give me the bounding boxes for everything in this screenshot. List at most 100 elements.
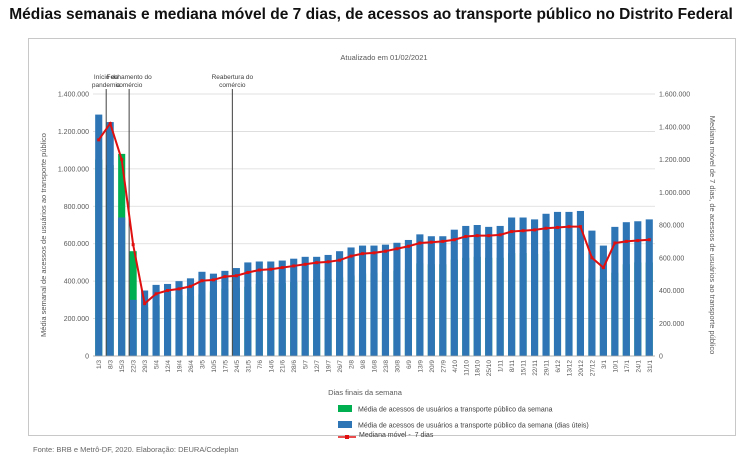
legend: Média de acessos de usuários a transport… bbox=[338, 405, 589, 430]
x-tick-12-7: 12/7 bbox=[314, 360, 321, 373]
y-tick-right-0: 0 bbox=[659, 354, 663, 361]
x-tick-19-4: 19/4 bbox=[177, 360, 184, 373]
x-tick-29-11: 29/11 bbox=[544, 360, 551, 376]
x-tick-30-8: 30/8 bbox=[394, 360, 401, 373]
y-tick-right-1: 200.000 bbox=[659, 321, 684, 328]
x-tick-3-5: 3/5 bbox=[199, 360, 206, 369]
legend-label-weekly-mean: Média de acessos de usuários a transport… bbox=[358, 407, 553, 414]
x-tick-31-5: 31/5 bbox=[245, 360, 252, 373]
x-tick-19-7: 19/7 bbox=[326, 360, 333, 373]
bar-weekday-mean-17-1 bbox=[622, 222, 630, 356]
x-tick-5-7: 5/7 bbox=[303, 360, 310, 369]
bar-weekday-mean-27-12 bbox=[588, 230, 596, 356]
bar-weekday-mean-2-8 bbox=[347, 247, 355, 356]
median-point-4-10 bbox=[452, 238, 456, 242]
bar-weekday-mean-29-11 bbox=[542, 213, 550, 356]
bar-weekday-mean-6-12 bbox=[553, 211, 562, 356]
bar-weekday-mean-3-5 bbox=[198, 271, 206, 356]
bar-weekday-mean-22-11 bbox=[531, 219, 539, 356]
x-tick-22-3: 22/3 bbox=[131, 360, 138, 373]
bar-weekday-mean-31-5 bbox=[244, 262, 252, 356]
median-point-17-1 bbox=[624, 239, 628, 243]
x-tick-16-8: 16/8 bbox=[372, 360, 379, 373]
median-point-8-11 bbox=[510, 230, 514, 234]
x-tick-12-4: 12/4 bbox=[165, 360, 172, 373]
median-point-10-1 bbox=[613, 241, 617, 245]
bar-weekday-mean-4-10 bbox=[450, 229, 458, 356]
bar-weekday-mean-7-6 bbox=[255, 261, 263, 356]
bar-weekday-mean-10-5 bbox=[209, 273, 217, 356]
legend-swatch-median bbox=[338, 435, 356, 439]
source-note: Fonte: BRB e Metrô-DF, 2020. Elaboração:… bbox=[33, 445, 239, 454]
x-tick-10-5: 10/5 bbox=[211, 360, 218, 373]
median-point-29-11 bbox=[544, 226, 548, 230]
event-label-1: Fechamento do comércio bbox=[107, 74, 153, 89]
median-point-12-4 bbox=[166, 289, 170, 292]
median-point-17-5 bbox=[223, 275, 227, 279]
x-axis-title: Dias finais da semana bbox=[328, 388, 403, 397]
x-tick-28-6: 28/6 bbox=[291, 360, 298, 373]
x-tick-25-10: 25/10 bbox=[486, 360, 493, 377]
x-tick-21-6: 21/6 bbox=[280, 360, 287, 373]
median-point-22-11 bbox=[533, 228, 537, 232]
bar-weekday-mean-10-1 bbox=[611, 226, 619, 356]
x-tick-27-9: 27/9 bbox=[440, 360, 447, 373]
median-point-8-3 bbox=[108, 121, 112, 125]
y-tick-left-7: 1.400.000 bbox=[58, 92, 89, 99]
bar-weekday-mean-24-5 bbox=[232, 268, 240, 356]
y-tick-left-1: 200.000 bbox=[64, 316, 89, 323]
x-tick-10-1: 10/1 bbox=[612, 360, 619, 373]
event-label-2: Reabertura do comércio bbox=[212, 74, 254, 89]
y-tick-right-5: 1.000.000 bbox=[659, 190, 690, 197]
x-tick-9-8: 9/8 bbox=[360, 360, 367, 369]
median-point-13-12 bbox=[567, 225, 571, 229]
median-point-20-12 bbox=[578, 225, 582, 229]
median-point-29-3 bbox=[143, 302, 147, 306]
y-tick-left-5: 1.000.000 bbox=[58, 166, 89, 173]
median-point-23-8 bbox=[383, 249, 387, 253]
median-point-24-1 bbox=[636, 239, 640, 243]
chart-subtitle: Atualizado em 01/02/2021 bbox=[340, 53, 427, 62]
bar-weekday-mean-14-6 bbox=[267, 261, 275, 356]
bars-layer bbox=[95, 114, 653, 356]
x-tick-5-4: 5/4 bbox=[154, 360, 161, 369]
bar-weekday-mean-24-1 bbox=[634, 221, 642, 356]
median-point-15-3 bbox=[120, 158, 124, 161]
x-tick-18-10: 18/10 bbox=[475, 360, 482, 377]
chart: Atualizado em 01/02/2021 Dias finais da … bbox=[39, 53, 717, 430]
x-tick-24-1: 24/1 bbox=[635, 360, 642, 373]
median-point-26-4 bbox=[188, 284, 192, 288]
median-point-21-6 bbox=[280, 266, 284, 270]
bar-weekday-mean-20-12 bbox=[576, 210, 585, 356]
x-tick-15-3: 15/3 bbox=[119, 360, 126, 373]
x-tick-13-12: 13/12 bbox=[566, 360, 573, 377]
bar-weekday-mean-30-8 bbox=[393, 242, 401, 356]
page-title: Médias semanais e mediana móvel de 7 dia… bbox=[9, 6, 733, 23]
x-tick-1-3: 1/3 bbox=[96, 360, 103, 369]
median-point-27-9 bbox=[441, 239, 445, 243]
bar-weekday-mean-5-4 bbox=[152, 284, 160, 356]
x-tick-14-6: 14/6 bbox=[268, 360, 275, 373]
median-point-14-6 bbox=[269, 267, 273, 271]
median-point-7-6 bbox=[257, 268, 261, 272]
median-point-1-3 bbox=[97, 138, 101, 142]
median-point-19-7 bbox=[326, 260, 330, 264]
median-point-16-8 bbox=[372, 251, 376, 255]
median-point-25-10 bbox=[487, 234, 491, 238]
y-tick-left-3: 600.000 bbox=[64, 241, 89, 248]
y-tick-left-2: 400.000 bbox=[64, 279, 89, 286]
x-tick-20-12: 20/12 bbox=[578, 360, 585, 377]
median-point-18-10 bbox=[475, 234, 479, 238]
median-point-15-11 bbox=[521, 229, 525, 233]
bar-weekday-mean-16-8 bbox=[370, 245, 378, 356]
chart-frame: Atualizado em 01/02/2021 Dias finais da … bbox=[28, 38, 736, 436]
bar-weekday-mean-5-7 bbox=[301, 256, 309, 356]
x-tick-20-9: 20/9 bbox=[429, 360, 436, 373]
median-point-12-7 bbox=[315, 261, 319, 265]
bar-weekday-mean-31-1 bbox=[645, 219, 653, 356]
median-point-24-5 bbox=[234, 274, 238, 278]
x-tick-17-1: 17/1 bbox=[624, 360, 631, 373]
median-point-22-3 bbox=[131, 243, 135, 247]
median-point-5-7 bbox=[303, 262, 307, 266]
median-point-13-9 bbox=[418, 241, 422, 245]
